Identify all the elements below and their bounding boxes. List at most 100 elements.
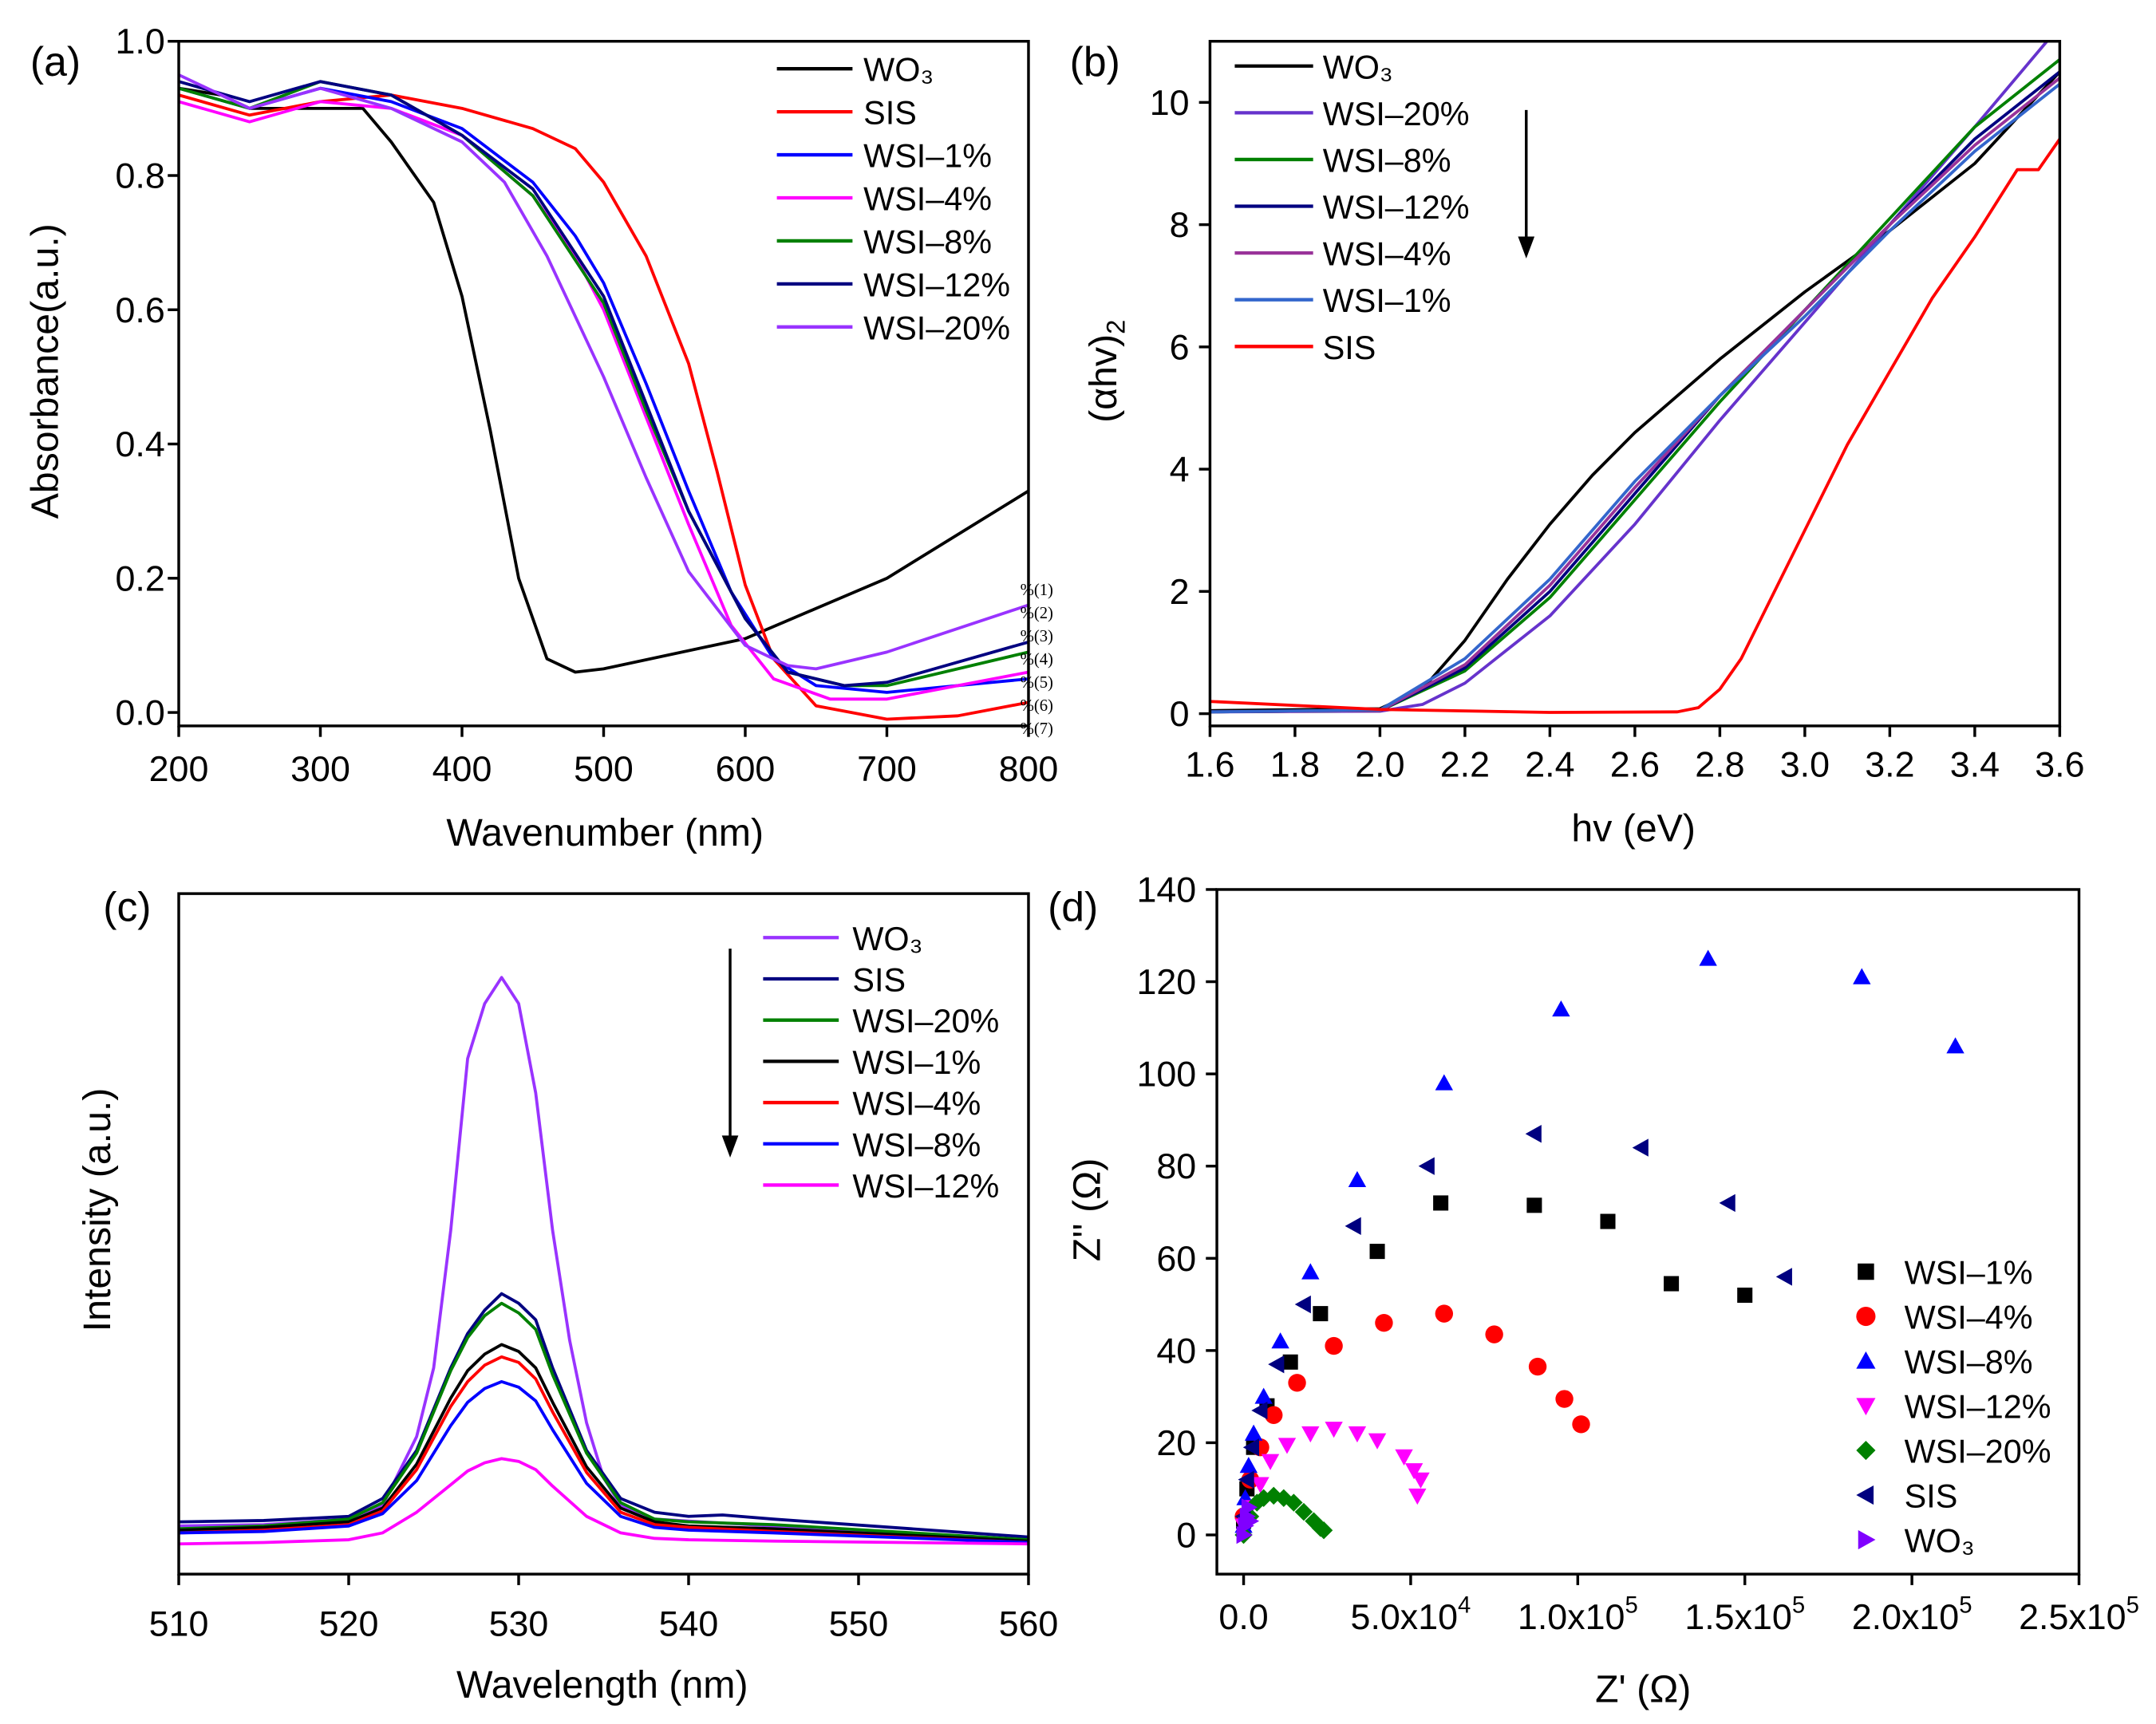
- y-tick-label: 80: [1156, 1146, 1196, 1186]
- y-axis-title: Absorbance(a.u.): [23, 223, 66, 519]
- side-annotation: %(2): [1021, 605, 1053, 622]
- data-point: [1288, 1374, 1306, 1392]
- legend-label: WSI–1%: [1905, 1255, 2033, 1292]
- legend-label: SIS: [863, 95, 917, 132]
- legend-label: WSI–20%: [852, 1003, 999, 1040]
- legend-label: SIS: [852, 961, 906, 998]
- data-point: [1265, 1406, 1283, 1424]
- x-tick-label: 200: [149, 749, 209, 789]
- data-point: [1525, 1125, 1542, 1143]
- y-tick-label: 0.0: [116, 693, 165, 733]
- x-tick-label: 500: [574, 749, 634, 789]
- data-point: [1375, 1313, 1393, 1332]
- y-tick-label: 0.6: [116, 290, 165, 330]
- x-tick-exponent: 5: [1625, 1592, 1637, 1618]
- x-tick-label: 2.0x105: [1852, 1592, 1972, 1637]
- data-point: [1528, 1357, 1547, 1376]
- data-point: [1277, 1438, 1297, 1454]
- y-tick-label: 0: [1170, 694, 1190, 734]
- y-axis-title-subscript: 2: [1101, 320, 1131, 334]
- y-tick-label: 60: [1156, 1239, 1196, 1279]
- x-tick-label: 1.0x105: [1518, 1592, 1638, 1637]
- legend-marker: [1856, 1351, 1876, 1369]
- plot-area: [178, 73, 1029, 721]
- legend-label: WSI–4%: [1323, 236, 1451, 273]
- data-point: [1254, 1387, 1273, 1404]
- legend-label: WSI–20%: [1905, 1434, 2051, 1470]
- x-tick-exponent: 5: [1959, 1592, 1972, 1618]
- y-tick-label: 4: [1170, 450, 1190, 490]
- legend-marker: [1856, 1440, 1876, 1461]
- data-point: [1314, 1521, 1333, 1540]
- x-tick-label: 0.0: [1218, 1597, 1268, 1637]
- y-axis-title: (αhv)2: [1082, 320, 1130, 423]
- y-tick-label: 0.8: [116, 156, 165, 196]
- x-tick-label: 3.6: [2035, 745, 2084, 785]
- x-tick-exponent: 5: [2126, 1592, 2139, 1618]
- side-annotation: %(4): [1021, 651, 1053, 669]
- y-axis-title: Intensity (a.u.): [76, 1088, 119, 1332]
- data-point: [1368, 1433, 1387, 1450]
- data-point: [1395, 1449, 1413, 1466]
- legend-label: WO₃: [1905, 1523, 1975, 1560]
- axes-frame: [177, 892, 1030, 1576]
- side-annotation: %(6): [1021, 697, 1053, 715]
- legend-label: WSI–4%: [863, 181, 992, 218]
- legend-label: WSI–4%: [1905, 1300, 2033, 1336]
- data-point: [1294, 1502, 1313, 1521]
- legend-label: WO₃: [1323, 49, 1393, 85]
- data-point: [1572, 1415, 1590, 1434]
- y-tick-label: 140: [1136, 870, 1196, 909]
- x-axis-title: Z' (Ω): [1595, 1667, 1691, 1710]
- series-line-4: [178, 1355, 1029, 1544]
- legend-label: SIS: [1905, 1478, 1958, 1515]
- panel-b: (b) 1.6 1.8 2.0 2.2 2.4 2.6 2.8 3.0 3.2 3.4 3.6 0 2 4 6…: [1070, 38, 2085, 850]
- series-line-6: [1210, 138, 2061, 714]
- legend-marker: [1858, 1263, 1874, 1280]
- legend-label: WSI–8%: [863, 223, 992, 260]
- legend-label: WSI–12%: [863, 266, 1010, 303]
- series-line-1: [178, 1292, 1029, 1539]
- y-tick-label: 0.2: [116, 558, 165, 598]
- x-tick-label: 2.4: [1525, 745, 1574, 785]
- data-point: [1301, 1426, 1320, 1443]
- y-tick-label: 120: [1136, 962, 1196, 1002]
- side-annotation: %(7): [1021, 720, 1053, 738]
- legend-label: WSI–20%: [1323, 96, 1470, 132]
- plot-area: [1234, 949, 1964, 1544]
- legend-label: WSI–1%: [1323, 282, 1451, 319]
- data-point: [1239, 1457, 1258, 1473]
- legend-marker: [1856, 1398, 1876, 1416]
- series-line-2: [178, 1301, 1029, 1541]
- data-point: [1699, 949, 1717, 966]
- data-point: [1412, 1472, 1430, 1489]
- legend-label: WSI–20%: [863, 310, 1010, 346]
- data-point: [1664, 1276, 1680, 1292]
- x-tick-label: 1.5x105: [1684, 1592, 1805, 1637]
- y-tick-label: 0: [1176, 1516, 1196, 1556]
- series-line-1: [1210, 40, 2048, 714]
- data-point: [1433, 1195, 1449, 1211]
- y-tick-label: 2: [1170, 572, 1190, 612]
- data-point: [1369, 1244, 1385, 1260]
- series-line-5: [178, 1379, 1029, 1544]
- legend-label: WSI–8%: [1905, 1344, 2033, 1381]
- x-tick-label: 520: [319, 1604, 379, 1644]
- data-point: [1238, 1470, 1254, 1489]
- data-point: [1404, 1463, 1424, 1480]
- panel-d: (d) 0.0 5.0x104 1.0x105 1.5x105 2.0x105 2.5x10…: [1048, 870, 2139, 1710]
- plot-area: [1210, 40, 2061, 714]
- data-point: [1244, 1424, 1263, 1441]
- x-tick-label: 1.6: [1185, 745, 1234, 785]
- data-point: [1775, 1268, 1792, 1286]
- plot-area: [178, 976, 1029, 1546]
- x-tick-label: 3.0: [1780, 745, 1830, 785]
- x-tick-label: 2.0: [1355, 745, 1404, 785]
- legend-marker: [1856, 1306, 1876, 1327]
- data-point: [1242, 1438, 1259, 1457]
- panel-label: (c): [103, 884, 151, 930]
- data-point: [1737, 1287, 1753, 1304]
- legend-label: WSI–12%: [1323, 189, 1470, 226]
- panel-c: (c) 510 520 530 540 550 560 Wavelength (nm) Inte…: [76, 884, 1058, 1707]
